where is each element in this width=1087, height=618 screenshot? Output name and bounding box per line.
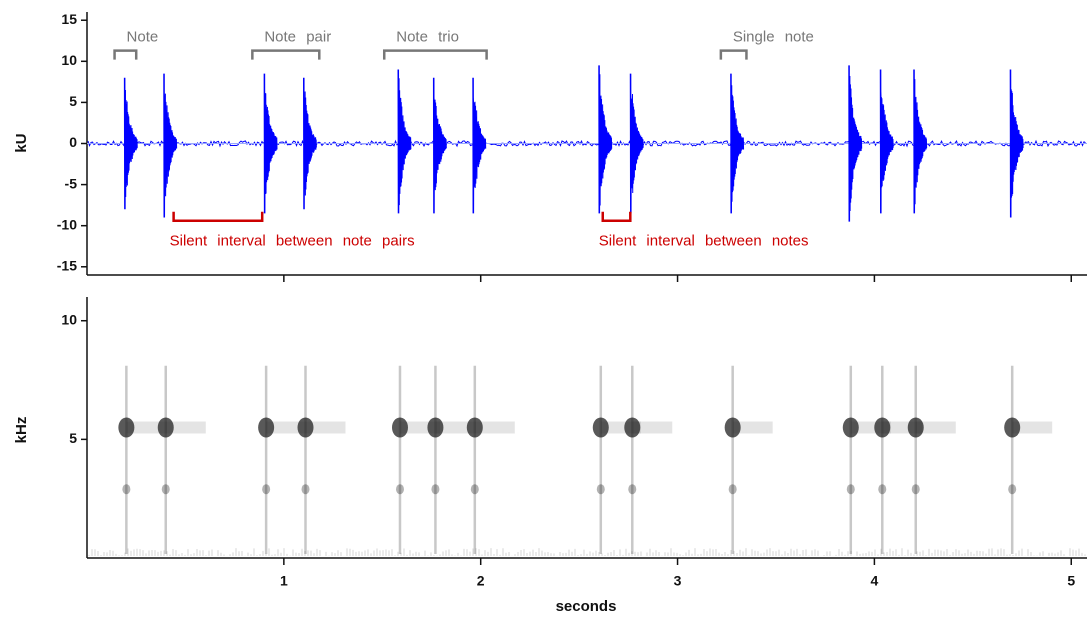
harmonic — [122, 484, 131, 495]
y-axis-label: kU — [13, 133, 30, 152]
y-tick-label: 5 — [69, 93, 77, 109]
x-tick-label: 4 — [871, 573, 879, 589]
y-tick-label: -10 — [57, 216, 77, 232]
note-energy — [724, 417, 741, 438]
note-burst — [123, 77, 138, 210]
note-energy — [592, 417, 609, 438]
note-energy — [391, 417, 408, 438]
y-tick-label: 10 — [61, 311, 77, 327]
x-tick-label: 1 — [280, 573, 288, 589]
smear — [632, 421, 673, 434]
note-energy — [1004, 417, 1021, 438]
y-tick-label: -15 — [57, 257, 77, 273]
annotation-bracket — [601, 211, 632, 223]
annotation-label: Single note — [733, 29, 814, 46]
harmonic — [262, 484, 271, 495]
note-energy — [297, 417, 314, 438]
harmonic — [1008, 484, 1017, 495]
harmonic — [161, 484, 170, 495]
annotation-label: Silent interval between note pairs — [170, 233, 415, 250]
y-tick-label: -5 — [65, 175, 78, 191]
note-burst — [397, 69, 412, 214]
harmonic — [301, 484, 310, 495]
smear — [435, 421, 476, 434]
harmonic — [470, 484, 479, 495]
smear — [1012, 421, 1053, 434]
annotation-bracket — [251, 49, 321, 60]
note-burst — [163, 73, 178, 218]
note-energy — [258, 417, 275, 438]
smear — [474, 421, 515, 434]
harmonic — [628, 484, 637, 495]
annotation-label: Silent interval between notes — [599, 233, 809, 250]
annotation-label: Note pair — [264, 29, 331, 46]
note-burst — [730, 73, 745, 214]
annotation-bracket — [113, 49, 138, 60]
x-tick-label: 5 — [1067, 573, 1075, 589]
x-tick-label: 2 — [477, 573, 485, 589]
annotation-bracket — [719, 49, 748, 60]
note-energy — [624, 417, 641, 438]
note-burst — [432, 77, 447, 214]
harmonic — [596, 484, 605, 495]
annotation-bracket — [172, 211, 264, 223]
note-burst — [598, 65, 613, 214]
y-tick-label: 5 — [69, 430, 77, 446]
note-energy — [842, 417, 859, 438]
smear — [126, 421, 167, 434]
note-burst — [472, 77, 487, 214]
smear — [915, 421, 956, 434]
note-burst — [303, 77, 317, 210]
smear — [266, 421, 307, 434]
note-energy — [118, 417, 135, 438]
smear — [732, 421, 773, 434]
note-energy — [427, 417, 444, 438]
note-burst — [848, 65, 863, 222]
harmonic — [878, 484, 887, 495]
harmonic — [846, 484, 855, 495]
note-energy — [907, 417, 924, 438]
harmonic — [431, 484, 440, 495]
smear — [305, 421, 346, 434]
note-energy — [874, 417, 891, 438]
note-energy — [466, 417, 483, 438]
y-tick-label: 15 — [61, 11, 77, 27]
harmonic — [395, 484, 404, 495]
x-tick-label: 3 — [674, 573, 682, 589]
y-axis-label: kHz — [13, 417, 30, 444]
annotation-label: Note — [127, 29, 159, 46]
y-tick-label: 0 — [69, 134, 77, 150]
harmonic — [911, 484, 920, 495]
note-burst — [913, 69, 928, 214]
note-burst — [879, 69, 894, 214]
annotation-label: Note trio — [396, 29, 459, 46]
note-burst — [263, 73, 278, 214]
note-burst — [1009, 69, 1024, 218]
harmonic — [728, 484, 737, 495]
y-tick-label: 10 — [61, 52, 77, 68]
annotation-bracket — [382, 49, 488, 60]
x-axis-label: seconds — [556, 598, 617, 615]
note-energy — [157, 417, 174, 438]
note-burst — [629, 73, 644, 214]
smear — [165, 421, 206, 434]
